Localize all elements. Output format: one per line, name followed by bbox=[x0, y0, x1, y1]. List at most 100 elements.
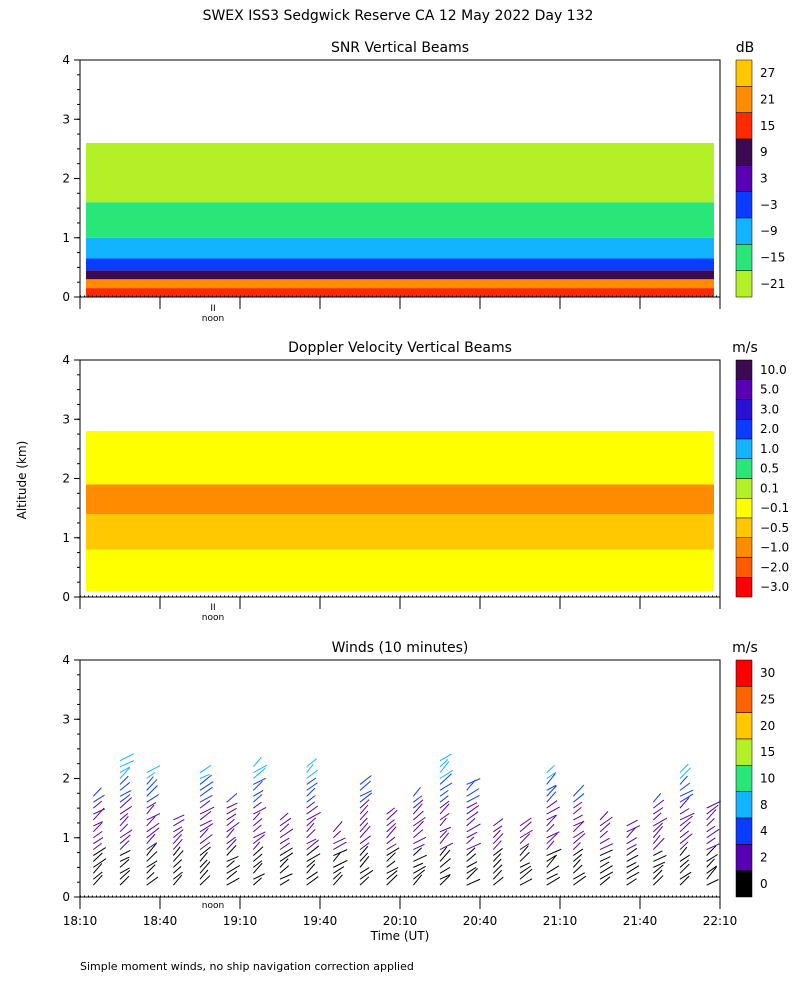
wind-barb-274 bbox=[519, 833, 531, 845]
panel-winds-y-axis: 0 1 2 3 4 bbox=[62, 653, 80, 904]
wind-barb-100 bbox=[226, 818, 235, 827]
colorbar-label-0-6: −9 bbox=[760, 224, 778, 238]
colorbar-swatch-0-2 bbox=[735, 112, 753, 140]
wind-barb-304 bbox=[572, 842, 581, 850]
wind-barb-335 bbox=[626, 825, 641, 833]
heatmap-layer-0 bbox=[86, 549, 714, 592]
wind-barb-81 bbox=[199, 810, 212, 821]
wind-barb-78 bbox=[199, 828, 209, 839]
wind-barb-142 bbox=[306, 853, 321, 862]
wind-barb-149 bbox=[306, 812, 321, 821]
colorbar-label-2-3: 15 bbox=[760, 745, 775, 759]
panel-doppler-y-axis: 0 1 2 3 4 bbox=[62, 353, 80, 604]
wind-barb-162 bbox=[333, 859, 348, 868]
y-tick-label-0-4: 4 bbox=[62, 53, 70, 67]
wind-barb-264 bbox=[492, 829, 501, 839]
wind-barb-381 bbox=[706, 825, 716, 833]
wind-barb-123 bbox=[253, 767, 266, 779]
colorbar-label-2-4: 10 bbox=[760, 772, 775, 786]
wind-barb-174 bbox=[359, 846, 369, 856]
wind-barb-129 bbox=[279, 858, 289, 868]
y-tick-label-0-0: 0 bbox=[62, 290, 70, 304]
wind-barb-23 bbox=[119, 834, 131, 845]
wind-barb-112 bbox=[253, 834, 265, 845]
colorbar-swatch-0-3 bbox=[735, 138, 753, 166]
heatmap-layer-0 bbox=[86, 288, 714, 297]
wind-barb-17 bbox=[119, 869, 131, 880]
wind-barb-351 bbox=[652, 792, 662, 803]
wind-barb-54 bbox=[146, 779, 158, 791]
wind-barb-181 bbox=[359, 804, 369, 815]
wind-barb-314 bbox=[599, 876, 611, 886]
wind-barb-334 bbox=[626, 827, 636, 839]
wind-barb-245 bbox=[466, 836, 475, 845]
heatmap-layer-1 bbox=[86, 514, 714, 550]
wind-barb-116 bbox=[252, 812, 261, 821]
wind-barb-153 bbox=[306, 787, 316, 797]
wind-barb-91 bbox=[226, 870, 238, 880]
wind-barb-0 bbox=[92, 874, 103, 886]
wind-barb-224 bbox=[439, 830, 448, 839]
wind-barb-228 bbox=[439, 803, 450, 815]
wind-barb-159 bbox=[332, 874, 343, 886]
wind-barb-94 bbox=[226, 855, 239, 862]
wind-barb-379 bbox=[706, 837, 716, 845]
wind-barb-242 bbox=[466, 853, 477, 862]
wind-barb-49 bbox=[146, 813, 161, 821]
wind-barb-66 bbox=[173, 829, 184, 839]
wind-barb-85 bbox=[199, 786, 213, 797]
footnote: Simple moment winds, no ship navigation … bbox=[80, 960, 414, 973]
wind-barb-186 bbox=[359, 775, 372, 785]
wind-barb-266 bbox=[493, 818, 504, 827]
wind-barb-16 bbox=[119, 875, 130, 886]
wind-barb-144 bbox=[306, 839, 319, 850]
x-tick-label-7: 21:40 bbox=[623, 914, 658, 928]
wind-barb-183 bbox=[359, 792, 372, 803]
wind-barb-353 bbox=[679, 871, 692, 880]
wind-barb-337 bbox=[652, 875, 664, 886]
y-tick-label-0-2: 2 bbox=[62, 172, 70, 186]
wind-barb-37 bbox=[119, 753, 135, 762]
wind-barb-102 bbox=[226, 807, 237, 815]
wind-barb-140 bbox=[306, 863, 316, 874]
wind-barb-176 bbox=[359, 835, 371, 845]
y-tick-label-0-1: 1 bbox=[62, 231, 70, 245]
wind-barb-357 bbox=[679, 846, 688, 856]
wind-barb-158 bbox=[306, 758, 318, 768]
wind-barb-252 bbox=[466, 795, 480, 803]
wind-barb-285 bbox=[546, 833, 558, 845]
colorbar-swatch-2-8 bbox=[735, 870, 753, 898]
wind-barb-69 bbox=[173, 814, 185, 821]
wind-barb-5 bbox=[93, 847, 106, 856]
wind-barb-68 bbox=[173, 819, 185, 827]
y-tick-label-1-3: 3 bbox=[62, 412, 70, 426]
wind-barb-113 bbox=[253, 831, 266, 839]
wind-barb-52 bbox=[146, 794, 159, 803]
colorbar-swatch-1-4 bbox=[735, 438, 753, 459]
wind-barb-256 bbox=[493, 876, 504, 886]
panel-snr-plot-area bbox=[79, 59, 721, 298]
wind-barb-128 bbox=[279, 865, 290, 874]
colorbar-swatch-2-6 bbox=[735, 817, 753, 845]
panel-doppler-noon-label: noon bbox=[202, 613, 224, 623]
wind-barb-18 bbox=[119, 867, 130, 874]
wind-barb-332 bbox=[626, 844, 637, 851]
wind-barb-202 bbox=[413, 865, 426, 874]
wind-barb-370 bbox=[679, 767, 692, 779]
wind-barb-362 bbox=[679, 815, 693, 827]
wind-barb-19 bbox=[119, 858, 130, 868]
wind-barb-147 bbox=[306, 822, 315, 833]
wind-barb-190 bbox=[386, 860, 396, 868]
wind-barb-107 bbox=[252, 862, 263, 874]
wind-barb-316 bbox=[599, 865, 613, 874]
wind-barb-79 bbox=[199, 823, 214, 833]
x-tick-label-0: 18:10 bbox=[63, 914, 98, 928]
wind-barb-103 bbox=[226, 802, 238, 809]
wind-barb-269 bbox=[519, 865, 532, 874]
wind-barb-338 bbox=[652, 869, 663, 880]
wind-barb-238 bbox=[466, 878, 481, 886]
wind-barb-71 bbox=[199, 869, 209, 880]
wind-barb-378 bbox=[706, 843, 720, 851]
wind-barb-331 bbox=[626, 847, 638, 856]
